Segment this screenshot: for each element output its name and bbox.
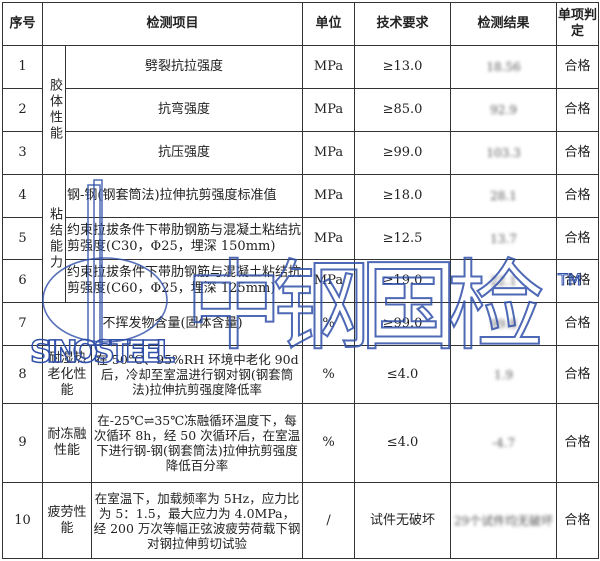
test-item: 不挥发物含量(固体含量)	[41, 302, 304, 346]
judgement: 合格	[556, 174, 600, 218]
unit: MPa	[302, 88, 356, 132]
judgement: 合格	[556, 302, 600, 346]
header-unit: 单位	[302, 2, 356, 46]
row-number: 6	[2, 259, 43, 303]
category-cell: 耐湿热老化性能	[42, 345, 92, 404]
judgement: 合格	[556, 482, 600, 559]
result-value: 92.9	[450, 88, 558, 132]
header-row: 序号 检测项目 单位 技术要求 检测结果 单项判定	[2, 2, 600, 46]
result-value: 1.9	[450, 345, 558, 404]
category-cell: 疲劳性能	[42, 482, 92, 559]
requirement: ≥85.0	[354, 88, 452, 132]
unit: %	[302, 345, 356, 404]
test-item: 约束拉拔条件下带肋钢筋与混凝土粘结抗剪强度(C30，Φ25，埋深 150mm)	[64, 217, 304, 260]
unit: %	[302, 302, 356, 346]
table-row: 10 疲劳性能 在室温下，加载频率为 5Hz，应力比为 5：1.5，最大应力为 4.…	[2, 482, 600, 559]
requirement: ≥13.0	[354, 45, 452, 89]
table-row: 9 耐冻融性能 在-25℃⇌35℃冻融循环温度下，每次循环 8h，经 50 次循环后…	[2, 403, 600, 483]
result-value: 99.8	[450, 302, 558, 346]
test-item: 在室温下，加载频率为 5Hz，应力比为 5：1.5，最大应力为 4.0MPa，经…	[90, 482, 304, 559]
row-number: 9	[2, 403, 43, 483]
header-item: 检测项目	[41, 2, 304, 46]
header-no: 序号	[2, 2, 43, 46]
unit: MPa	[302, 174, 356, 218]
requirement: 试件无破坏	[354, 482, 452, 559]
category-cell: 胶体性能	[42, 45, 66, 175]
requirement: ≥99.0	[354, 131, 452, 175]
judgement: 合格	[556, 131, 600, 175]
row-number: 7	[2, 302, 43, 346]
row-number: 1	[2, 45, 43, 89]
judgement: 合格	[556, 259, 600, 303]
header-requirement: 技术要求	[354, 2, 452, 46]
test-item: 在-25℃⇌35℃冻融循环温度下，每次循环 8h，经 50 次循环后，在室温下进…	[90, 403, 304, 483]
header-result: 检测结果	[450, 2, 558, 46]
row-number: 4	[2, 174, 43, 218]
table-row: 7 不挥发物含量(固体含量)% ≥99.0 99.8 合格	[2, 302, 600, 346]
table-row: 4 粘结能力 钢-钢(钢套筒法)拉伸抗剪强度标准值 MPa ≥18.0 28.1 合格	[2, 174, 600, 303]
result-value: 13.7	[450, 217, 558, 260]
unit: MPa	[302, 45, 356, 89]
row-number: 5	[2, 217, 43, 260]
unit: MPa	[302, 217, 356, 260]
judgement: 合格	[556, 217, 600, 260]
requirement: ≥18.0	[354, 174, 452, 218]
judgement: 合格	[556, 403, 600, 483]
table-row: 1 胶体性能 劈裂抗拉强度 MPa ≥13.0 18.56 合格	[2, 45, 600, 175]
test-item: 钢-钢(钢套筒法)拉伸抗剪强度标准值	[64, 174, 304, 218]
judgement: 合格	[556, 88, 600, 132]
test-item: 约束拉拔条件下带肋钢筋与混凝土粘结抗剪强度(C60，Φ25，埋深 125mm)	[64, 259, 304, 303]
category-cell: 粘结能力	[42, 174, 66, 303]
requirement: ≤4.0	[354, 403, 452, 483]
judgement: 合格	[556, 345, 600, 404]
result-value: -4.7	[450, 403, 558, 483]
unit: %	[302, 403, 356, 483]
result-value: 29个试件均无破坏	[450, 482, 558, 559]
row-number: 2	[2, 88, 43, 132]
judgement: 合格	[556, 45, 600, 89]
requirement: ≤4.0	[354, 345, 452, 404]
row-number: 10	[2, 482, 43, 559]
table-row: 5 约束拉拔条件下带肋钢筋与混凝土粘结抗剪强度(C30，Φ25，埋深 150mm)…	[2, 217, 600, 260]
unit: MPa	[302, 131, 356, 175]
row-number: 8	[2, 345, 43, 404]
result-value: 103.3	[450, 131, 558, 175]
category-cell: 耐冻融性能	[42, 403, 92, 483]
header-judgement: 单项判定	[556, 2, 600, 46]
unit: /	[302, 482, 356, 559]
test-item: 劈裂抗拉强度	[64, 45, 304, 89]
result-value: 22.1	[450, 259, 558, 303]
test-item: 抗弯强度	[64, 88, 304, 132]
requirement: ≥12.5	[354, 217, 452, 260]
table-row: 8 耐湿热老化性能在 50°C、95%RH 环境中老化 90d 后，冷却至室温进行…	[2, 345, 600, 404]
test-item: 抗压强度	[64, 131, 304, 175]
result-value: 18.56	[450, 45, 558, 89]
result-value: 28.1	[450, 174, 558, 218]
row-number: 3	[2, 131, 43, 175]
table-row: 2 抗弯强度 MPa ≥85.0 92.9 合格	[2, 88, 600, 132]
unit: MPa	[302, 259, 356, 303]
table-row: 6 约束拉拔条件下带肋钢筋与混凝土粘结抗剪强度(C60，Φ25，埋深 125mm)…	[2, 259, 600, 303]
table-row: 3 抗压强度 MPa ≥99.0 103.3 合格	[2, 131, 600, 175]
requirement: ≥99.0	[354, 302, 452, 346]
header-judgement-label: 单项判定	[558, 8, 598, 39]
requirement: ≥19.0	[354, 259, 452, 303]
test-item: 在 50°C、95%RH 环境中老化 90d 后，冷却至室温进行钢对钢(钢套筒法…	[90, 345, 304, 404]
